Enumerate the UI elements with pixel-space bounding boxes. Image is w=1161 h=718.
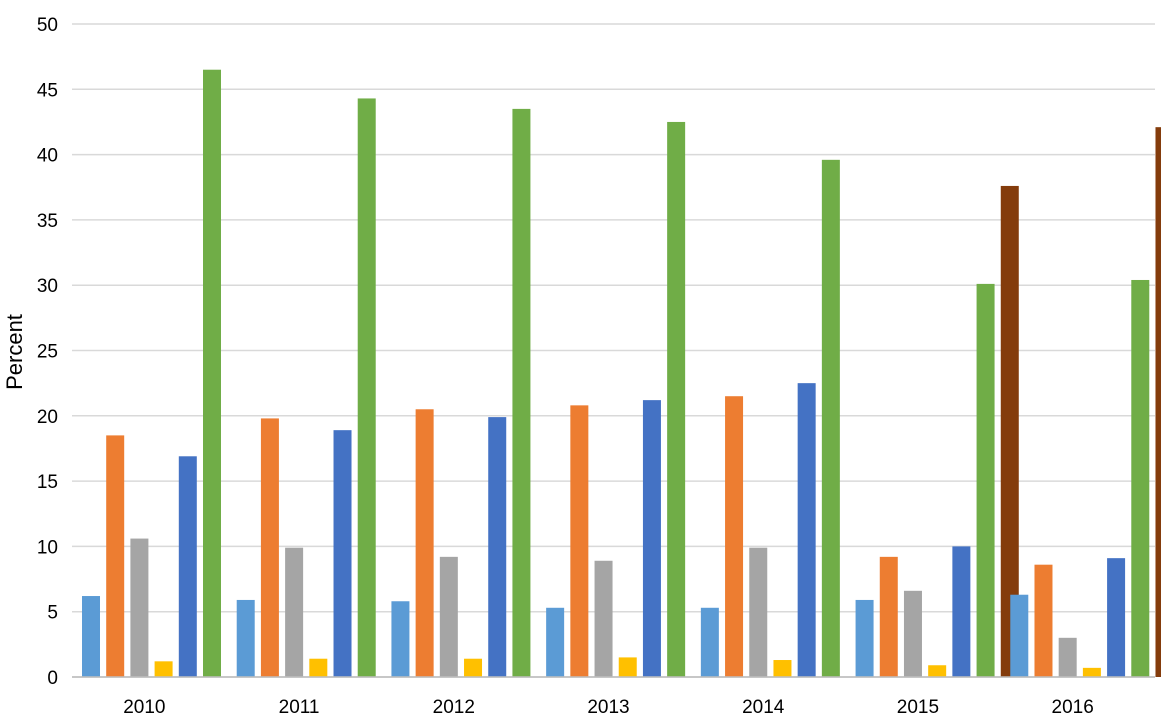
bar-2014-series-5 xyxy=(797,383,816,677)
bar-2011-series-1 xyxy=(236,599,255,677)
bar-2013-series-1 xyxy=(546,607,565,677)
bar-2012-series-1 xyxy=(391,601,410,677)
y-tick-label-0: 0 xyxy=(47,668,58,689)
bar-2016-series-5 xyxy=(1107,558,1126,677)
bar-2015-series-7 xyxy=(1000,185,1019,677)
bar-2015-series-6 xyxy=(976,283,995,677)
bar-2016-series-4 xyxy=(1082,667,1101,677)
bar-2011-series-4 xyxy=(309,658,328,677)
bar-2012-series-3 xyxy=(439,556,458,677)
y-tick-label-5: 5 xyxy=(47,603,58,624)
x-tick-label-2014: 2014 xyxy=(742,697,785,718)
bar-2014-series-6 xyxy=(821,159,840,678)
x-tick-label-2012: 2012 xyxy=(433,697,475,718)
y-tick-label-30: 30 xyxy=(37,276,58,297)
bar-2010-series-2 xyxy=(106,435,125,677)
bars xyxy=(72,69,1161,678)
bar-2016-series-2 xyxy=(1034,564,1053,677)
bar-2013-series-5 xyxy=(642,400,661,677)
bar-2010-series-6 xyxy=(203,69,221,677)
bar-2013-series-4 xyxy=(618,657,637,677)
y-tick-label-35: 35 xyxy=(37,211,58,232)
y-axis-title: Percent xyxy=(2,314,27,390)
bar-2014-series-1 xyxy=(700,607,719,677)
bar-2015-series-4 xyxy=(928,665,947,677)
x-tick-label-2013: 2013 xyxy=(587,697,629,718)
y-tick-label-45: 45 xyxy=(37,80,58,101)
bar-2010-series-5 xyxy=(178,456,197,677)
bar-2012-series-2 xyxy=(415,409,434,677)
bar-2012-series-5 xyxy=(488,417,507,677)
bar-2011-series-5 xyxy=(333,430,352,677)
y-tick-label-10: 10 xyxy=(37,537,58,558)
bar-2014-series-2 xyxy=(725,396,744,677)
bar-2011-series-3 xyxy=(285,547,304,677)
y-tick-label-25: 25 xyxy=(37,342,58,363)
bar-2013-series-3 xyxy=(594,560,613,677)
bar-2015-series-1 xyxy=(855,599,874,677)
y-tick-label-20: 20 xyxy=(37,407,58,428)
bar-2015-series-2 xyxy=(879,556,898,677)
bar-2011-series-2 xyxy=(260,418,279,677)
bar-2014-series-3 xyxy=(749,547,768,677)
bar-2010-series-1 xyxy=(82,596,100,677)
bar-2015-series-3 xyxy=(903,590,922,677)
y-tick-label-40: 40 xyxy=(37,146,58,167)
bar-2015-series-5 xyxy=(952,546,971,677)
y-tick-label-50: 50 xyxy=(37,15,58,36)
y-tick-label-15: 15 xyxy=(37,472,58,493)
bar-2012-series-4 xyxy=(464,658,483,677)
bar-2016-series-7 xyxy=(1155,127,1161,677)
bar-2011-series-6 xyxy=(357,98,376,677)
x-tick-label-2011: 2011 xyxy=(279,697,320,718)
bar-2016-series-6 xyxy=(1131,279,1150,677)
bar-2013-series-6 xyxy=(667,121,686,677)
bar-2014-series-4 xyxy=(773,660,792,677)
bar-2013-series-2 xyxy=(570,405,589,677)
bar-2010-series-4 xyxy=(154,661,173,677)
x-tick-label-2010: 2010 xyxy=(123,697,165,718)
x-tick-label-2015: 2015 xyxy=(897,697,939,718)
y-axis-tick-labels: 0 5 10 15 20 25 30 35 40 45 50 xyxy=(37,15,58,689)
bar-2016-series-3 xyxy=(1058,637,1077,677)
x-tick-label-2016: 2016 xyxy=(1052,697,1094,718)
bar-2012-series-6 xyxy=(512,108,531,677)
bar-2010-series-3 xyxy=(130,538,149,677)
bar-2016-series-1 xyxy=(1010,594,1029,677)
x-axis-tick-labels: 2010 2011 2012 2013 2014 2015 2016 xyxy=(123,697,1094,718)
